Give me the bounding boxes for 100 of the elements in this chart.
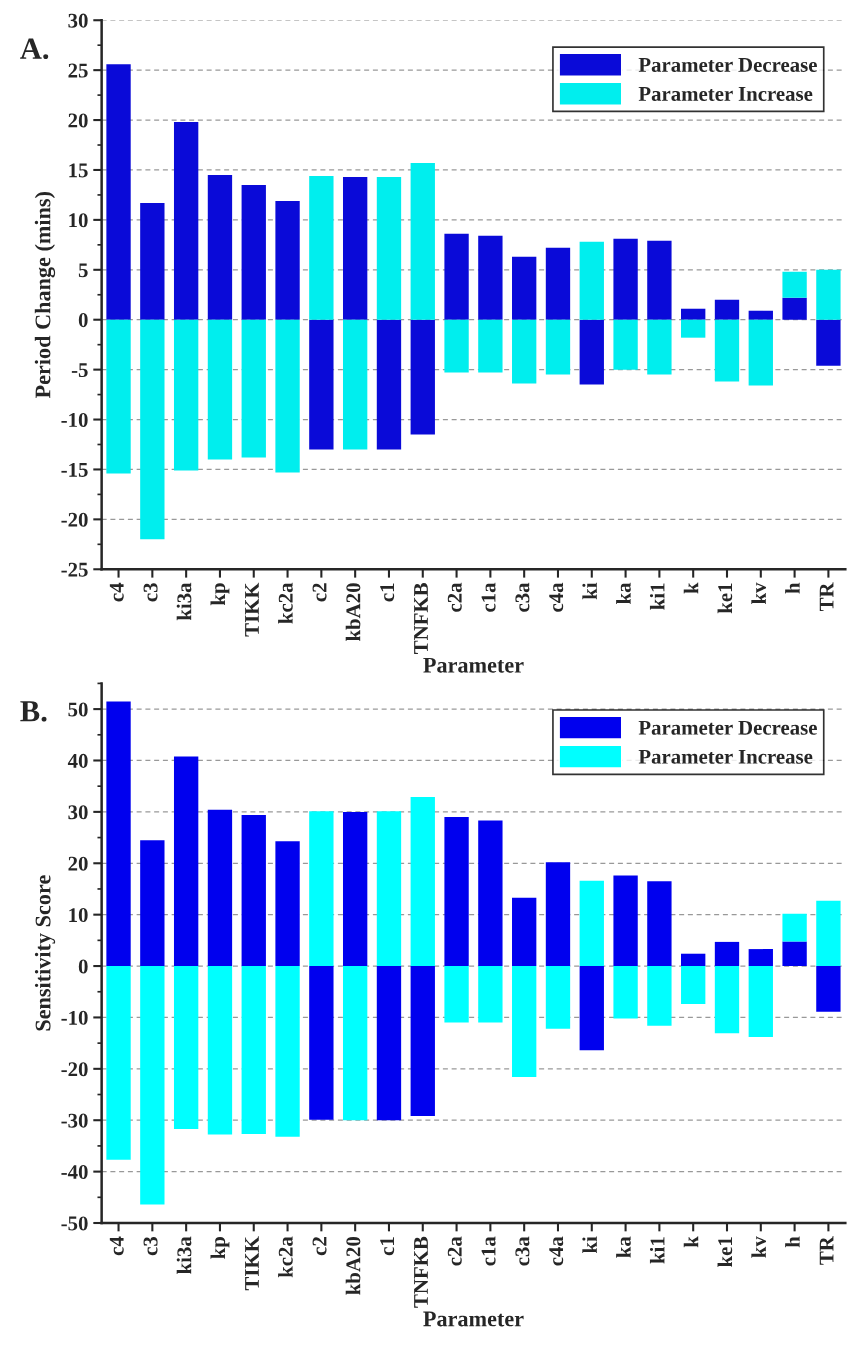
y-tick-label: 0 — [78, 313, 88, 328]
bar — [512, 966, 537, 1078]
bar — [309, 811, 334, 967]
bar — [342, 176, 368, 320]
bar — [140, 202, 165, 320]
bar — [207, 319, 233, 460]
y-tick-label: -25 — [61, 562, 88, 577]
bar — [376, 319, 402, 450]
bar — [309, 175, 334, 320]
bar — [512, 897, 537, 967]
bar — [444, 966, 469, 1023]
bar — [647, 240, 672, 320]
bar — [376, 966, 402, 1121]
bar — [613, 319, 638, 370]
bar — [444, 319, 469, 373]
bar — [342, 319, 368, 450]
legend-label: Parameter Increase — [638, 87, 813, 101]
bar — [207, 809, 233, 967]
x-tick-label: ki — [582, 582, 597, 600]
bar — [478, 820, 503, 967]
x-tick-label: kc2a — [278, 582, 293, 624]
bar — [241, 184, 266, 320]
bar — [613, 966, 638, 1019]
bar — [410, 966, 435, 1117]
bar — [647, 319, 672, 375]
bar — [478, 319, 503, 373]
bar — [478, 966, 503, 1023]
x-tick-label: kbA20 — [345, 583, 361, 641]
bar — [275, 319, 300, 473]
x-tick-label: c3 — [143, 583, 158, 602]
y-axis-title: Sensitivity Score — [34, 875, 56, 1031]
x-tick-label: c3a — [515, 582, 530, 612]
y-tick-label: -20 — [61, 1062, 88, 1077]
y-tick-label: -30 — [61, 1113, 88, 1128]
x-tick-label: ke1 — [717, 1237, 733, 1267]
bar — [173, 319, 199, 471]
bar — [140, 840, 165, 967]
bar — [816, 966, 841, 1012]
y-tick-label: -40 — [61, 1164, 88, 1180]
bar — [140, 966, 165, 1205]
y-tick-label: 40 — [67, 753, 88, 768]
bar — [647, 966, 672, 1026]
bar — [579, 880, 604, 967]
y-tick-label: -10 — [61, 1010, 88, 1025]
bar — [782, 271, 807, 298]
y-tick-label: 30 — [68, 805, 88, 820]
bar — [545, 862, 571, 967]
bar — [681, 953, 706, 967]
x-tick-label: c4a — [549, 1236, 564, 1266]
x-tick-label: ki1 — [649, 583, 665, 610]
x-tick-label: k — [683, 582, 699, 594]
y-tick-label: -20 — [61, 512, 88, 527]
x-tick-label: ke1 — [717, 583, 733, 614]
bar — [816, 269, 841, 320]
x-axis-title: Parameter — [423, 657, 524, 673]
bar — [140, 319, 165, 540]
bar — [782, 941, 807, 967]
bar — [376, 176, 402, 320]
x-tick-label: k — [683, 1236, 699, 1248]
x-tick-label: kc2a — [278, 1236, 293, 1278]
bar — [478, 235, 503, 320]
bar — [714, 319, 740, 382]
x-tick-label: ka — [616, 1236, 631, 1258]
x-tick-label: kp — [210, 583, 230, 606]
bar — [579, 241, 604, 320]
x-tick-label: TIKK — [245, 1236, 259, 1291]
x-tick-label: TNFKB — [414, 583, 428, 654]
x-tick-label: ka — [616, 582, 631, 604]
x-tick-label: ki1 — [649, 1237, 665, 1264]
bar — [342, 966, 368, 1121]
bar — [748, 966, 773, 1037]
bar — [748, 310, 773, 320]
bar — [106, 64, 131, 320]
x-axis-title: Parameter — [423, 1311, 524, 1327]
bar — [207, 174, 233, 320]
x-tick-label: c3a — [515, 1236, 530, 1266]
bar — [207, 966, 233, 1135]
bar — [613, 875, 638, 967]
y-tick-label: 50 — [68, 702, 88, 717]
bar — [241, 814, 266, 967]
x-tick-label: c2 — [312, 1237, 327, 1256]
bar — [579, 319, 604, 385]
bar — [681, 966, 706, 1005]
bar — [579, 966, 604, 1051]
bar — [173, 122, 199, 320]
x-tick-label: c2a — [447, 1236, 462, 1266]
x-tick-label: c1a — [481, 1236, 496, 1266]
text: A. — [20, 38, 49, 60]
bar — [106, 701, 131, 967]
x-tick-label: kv — [751, 582, 767, 604]
bar — [309, 319, 334, 450]
bar — [816, 900, 841, 967]
y-axis-title: Period Change (mins) — [34, 192, 56, 399]
y-tick-label: -5 — [71, 363, 88, 378]
text: B. — [20, 701, 47, 722]
bar — [444, 233, 469, 320]
bar — [241, 319, 266, 458]
bar — [545, 247, 571, 320]
bar — [512, 319, 537, 384]
bar — [275, 200, 300, 320]
